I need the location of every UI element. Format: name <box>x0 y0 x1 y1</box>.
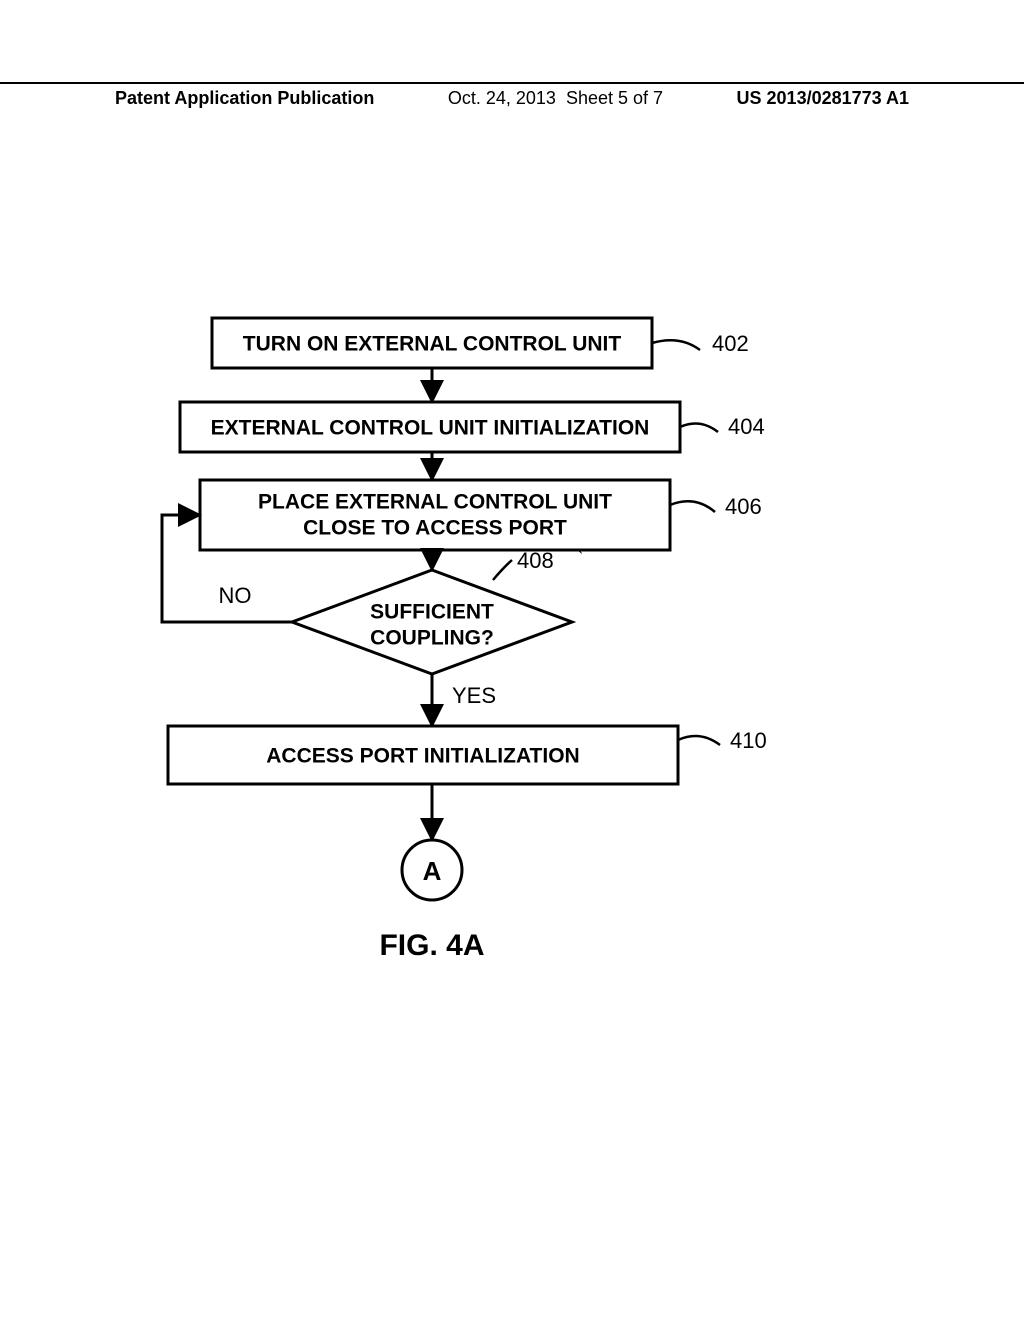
process-402-text: TURN ON EXTERNAL CONTROL UNIT <box>243 333 622 356</box>
ref-408: 408 ` <box>493 548 583 580</box>
ref-402: 402 <box>652 331 749 356</box>
ref-410: 410 <box>678 728 767 753</box>
connector-A: A <box>402 840 462 900</box>
ref-402-text: 402 <box>712 331 749 356</box>
decision-408-text-2: COUPLING? <box>370 627 494 650</box>
decision-408-text-1: SUFFICIENT <box>370 601 494 624</box>
tick-mark: ` <box>578 550 583 567</box>
ref-410-text: 410 <box>730 728 767 753</box>
connector-A-text: A <box>423 856 442 886</box>
flowchart-svg: TURN ON EXTERNAL CONTROL UNIT 402 EXTERN… <box>0 0 1024 1320</box>
page: Patent Application Publication Oct. 24, … <box>0 0 1024 1320</box>
flowchart-figure: TURN ON EXTERNAL CONTROL UNIT 402 EXTERN… <box>0 0 1024 1320</box>
edge-408-410-yes: YES <box>432 674 496 724</box>
ref-404: 404 <box>680 414 765 439</box>
process-404-text: EXTERNAL CONTROL UNIT INITIALIZATION <box>211 417 650 440</box>
figure-label: FIG. 4A <box>379 929 484 962</box>
process-406-text-1: PLACE EXTERNAL CONTROL UNIT <box>258 491 612 514</box>
process-406: PLACE EXTERNAL CONTROL UNIT CLOSE TO ACC… <box>200 480 670 550</box>
process-406-text-2: CLOSE TO ACCESS PORT <box>303 517 567 540</box>
decision-408: SUFFICIENT COUPLING? <box>292 570 572 674</box>
yes-label: YES <box>452 683 496 708</box>
process-402: TURN ON EXTERNAL CONTROL UNIT <box>212 318 652 368</box>
ref-406-text: 406 <box>725 494 762 519</box>
ref-408-text: 408 <box>517 548 554 573</box>
ref-406: 406 <box>670 494 762 519</box>
process-404: EXTERNAL CONTROL UNIT INITIALIZATION <box>180 402 680 452</box>
no-label: NO <box>219 583 252 608</box>
process-410-text: ACCESS PORT INITIALIZATION <box>266 745 579 768</box>
process-410: ACCESS PORT INITIALIZATION <box>168 726 678 784</box>
ref-404-text: 404 <box>728 414 765 439</box>
